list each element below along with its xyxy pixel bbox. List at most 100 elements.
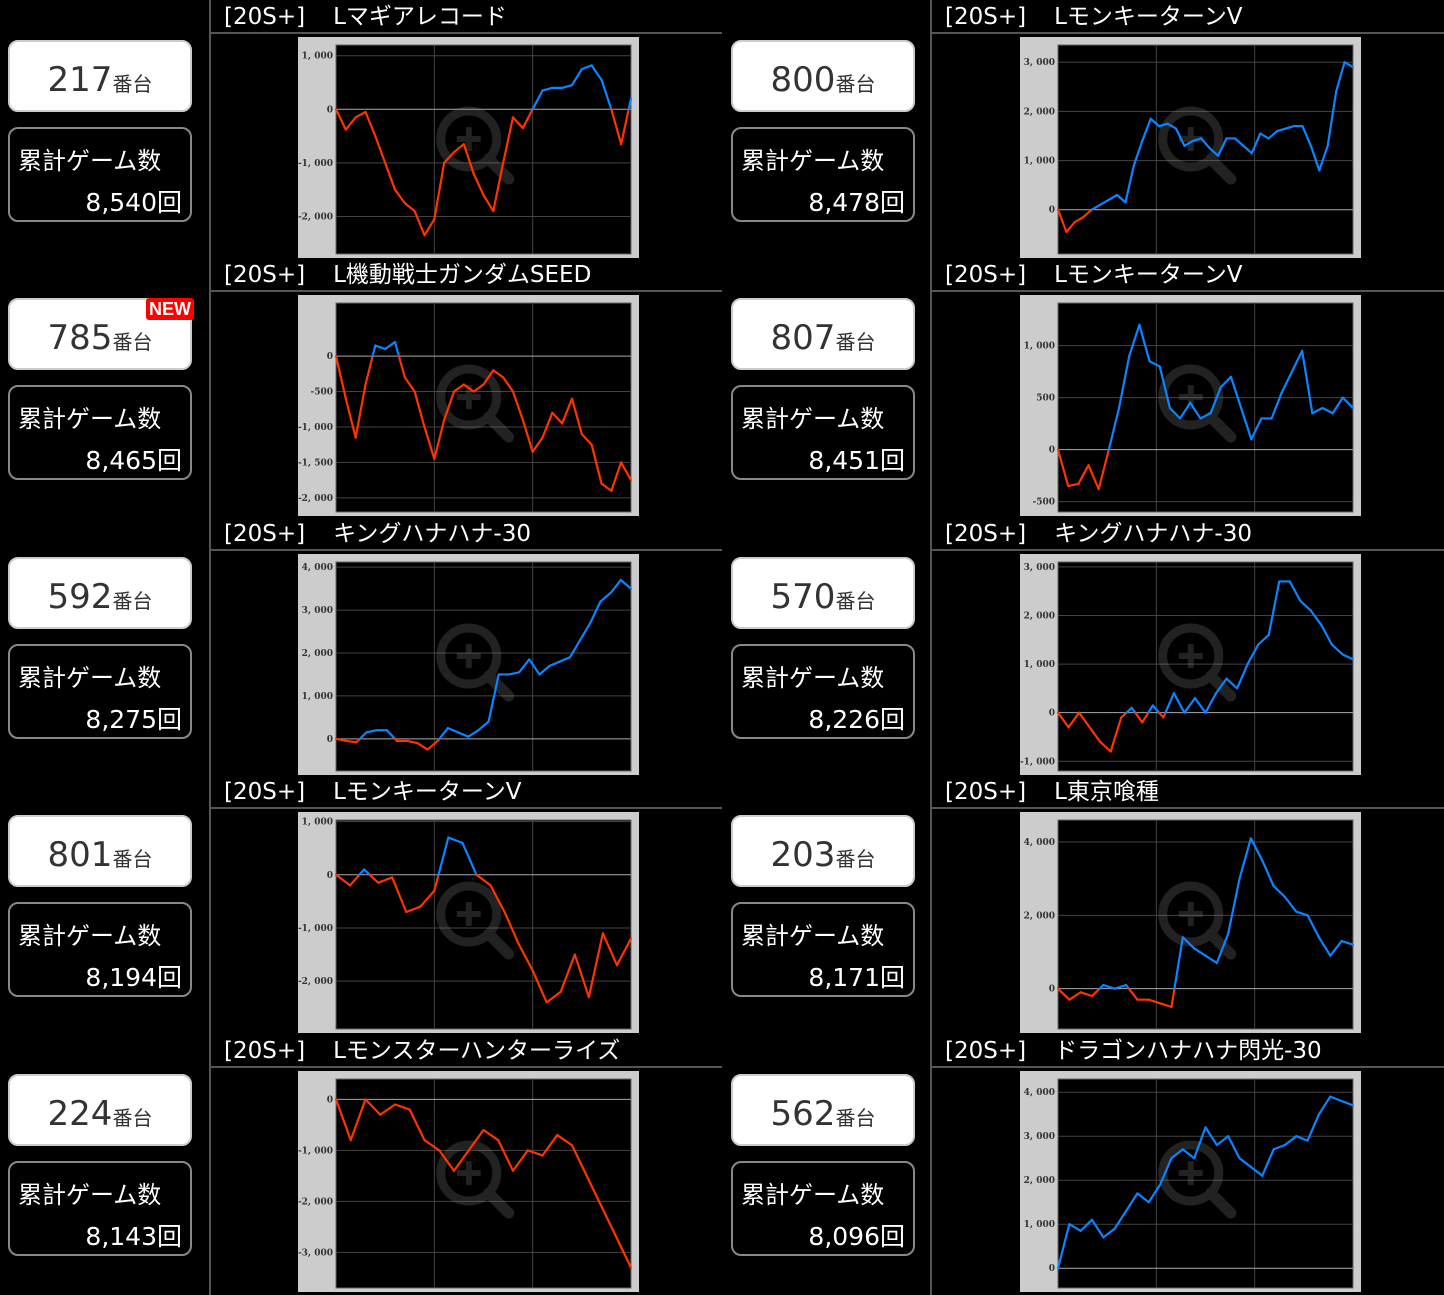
slump-chart[interactable]: 3, 000 2, 000 1, 000 0	[1020, 37, 1361, 258]
unit-number-box[interactable]: 562番台	[731, 1074, 915, 1146]
total-games-value: 8,096回	[808, 1222, 905, 1251]
line-segment-positive	[1320, 624, 1334, 646]
y-tick-label: -2, 000	[298, 977, 333, 987]
line-segment-negative	[393, 1103, 411, 1111]
line-segment-negative	[511, 390, 524, 421]
line-segment-negative	[1099, 740, 1112, 753]
line-segment-positive	[1138, 323, 1151, 363]
machine-header[interactable]: [20S+] LモンキーターンV	[210, 775, 722, 809]
line-segment-positive	[374, 344, 387, 351]
machine-header[interactable]: [20S+] ドラゴンハナハナ閃光-30	[931, 1034, 1444, 1068]
line-segment-positive	[1117, 354, 1131, 410]
plot-area	[1057, 819, 1354, 1030]
line-segment-positive	[437, 836, 450, 876]
unit-suffix: 番台	[112, 72, 153, 96]
machine-header[interactable]: [20S+] キングハナハナ-30	[931, 517, 1444, 551]
y-tick-label: 500	[1036, 394, 1055, 404]
unit-number-box[interactable]: 807番台	[731, 298, 915, 370]
machine-header[interactable]: [20S+] L東京喰種	[931, 775, 1444, 809]
line-segment-negative	[413, 210, 426, 237]
machine-name: L機動戦士ガンダムSEED	[333, 262, 592, 288]
line-segment-negative	[475, 873, 492, 887]
line-segment-negative	[406, 739, 419, 745]
line-segment-positive	[1309, 144, 1321, 172]
line-segment-negative	[374, 135, 387, 164]
line-segment-positive	[1079, 1218, 1094, 1232]
line-segment-negative	[1147, 998, 1162, 1005]
machine-header[interactable]: [20S+] Lマギアレコード	[210, 0, 722, 34]
y-tick-label: 0	[1049, 1264, 1055, 1274]
machine-header[interactable]: [20S+] L機動戦士ガンダムSEED	[210, 258, 722, 292]
total-games-label: 累計ゲーム数	[741, 1181, 885, 1209]
line-segment-positive	[358, 868, 366, 876]
y-tick-label: 2, 000	[302, 649, 333, 659]
line-segment-negative	[1056, 711, 1070, 729]
slump-chart[interactable]: 4, 000 3, 000 2, 000 1, 000 0	[298, 554, 639, 775]
line-segment-negative	[391, 876, 408, 914]
machine-name: LモンキーターンV	[1054, 262, 1243, 288]
line-segment-negative	[511, 1149, 529, 1172]
machine-name: LモンキーターンV	[333, 779, 522, 805]
rate-tag: [20S+]	[945, 779, 1027, 805]
y-tick-label: 3, 000	[1024, 563, 1055, 573]
line-segment-positive	[1341, 396, 1355, 410]
total-games-value: 8,478回	[808, 188, 905, 217]
unit-number-box[interactable]: 217番台	[8, 40, 192, 112]
line-segment-positive	[1204, 1126, 1218, 1147]
slump-chart[interactable]: 0 -500 -1, 000 -1, 500 -2, 000	[298, 295, 639, 516]
y-tick-label: 0	[1049, 985, 1055, 995]
unit-number: 203	[770, 835, 836, 875]
unit-number-box[interactable]: 801番台	[8, 815, 192, 887]
line-segment-positive	[467, 729, 480, 738]
line-segment-negative	[368, 873, 380, 884]
slump-chart[interactable]: 1, 000 0 -1, 000 -2, 000	[298, 37, 639, 258]
line-segment-negative	[601, 932, 619, 967]
line-segment-positive	[1329, 1095, 1343, 1103]
line-segment-positive	[1115, 193, 1127, 204]
line-segment-negative	[349, 1098, 367, 1142]
y-tick-label: -1, 000	[298, 159, 333, 169]
line-segment-negative	[408, 1108, 426, 1142]
machine-header[interactable]: [20S+] キングハナハナ-30	[210, 517, 722, 551]
line-segment-negative	[379, 1103, 397, 1116]
line-segment-negative	[345, 739, 358, 744]
unit-number-box[interactable]: 203番台	[731, 815, 915, 887]
line-segment-positive	[447, 836, 464, 844]
line-segment-negative	[620, 108, 630, 146]
slump-chart[interactable]: 4, 000 2, 000 0	[1020, 812, 1361, 1033]
rate-tag: [20S+]	[224, 1038, 306, 1064]
slump-chart[interactable]: 3, 000 2, 000 1, 000 0 -1, 000	[1020, 554, 1361, 775]
line-segment-negative	[433, 161, 446, 221]
unit-number-box[interactable]: 592番台	[8, 557, 192, 629]
line-segment-positive	[1147, 704, 1154, 714]
slump-chart[interactable]: 4, 000 3, 000 2, 000 1, 000 0	[1020, 1071, 1361, 1292]
line-segment-positive	[1261, 859, 1275, 888]
slump-chart[interactable]: 1, 000 500 0 -500	[1020, 295, 1361, 516]
line-segment-positive	[358, 731, 368, 740]
line-segment-positive	[1193, 1126, 1207, 1160]
unit-suffix: 番台	[112, 589, 153, 613]
line-segment-positive	[627, 97, 633, 111]
line-segment-negative	[344, 397, 357, 439]
y-tick-label: 0	[327, 871, 333, 881]
slump-chart[interactable]: 0 -1, 000 -2, 000 -3, 000	[298, 1071, 639, 1292]
unit-number-box[interactable]: 785番台 NEW	[8, 298, 194, 370]
line-segment-positive	[558, 656, 572, 663]
line-segment-positive	[1283, 895, 1298, 913]
line-segment-negative	[334, 355, 347, 400]
zoom-in-icon	[1158, 1140, 1237, 1219]
y-tick-label: 2, 000	[1024, 911, 1055, 921]
machine-header[interactable]: [20S+] LモンキーターンV	[931, 258, 1444, 292]
line-segment-positive	[1270, 391, 1283, 420]
line-segment-positive	[1250, 132, 1262, 155]
unit-number-box[interactable]: 224番台	[8, 1074, 192, 1146]
line-segment-negative	[1068, 991, 1082, 1001]
line-segment-negative	[433, 873, 440, 892]
line-segment-positive	[507, 671, 521, 676]
machine-header[interactable]: [20S+] Lモンスターハンターライズ	[210, 1034, 722, 1068]
unit-number-box[interactable]: 570番台	[731, 557, 915, 629]
slump-chart[interactable]: 1, 000 0 -1, 000 -2, 000	[298, 812, 639, 1033]
unit-number-box[interactable]: 800番台	[731, 40, 915, 112]
total-games-box: 累計ゲーム数 8,275回	[8, 644, 192, 739]
machine-header[interactable]: [20S+] LモンキーターンV	[931, 0, 1444, 34]
